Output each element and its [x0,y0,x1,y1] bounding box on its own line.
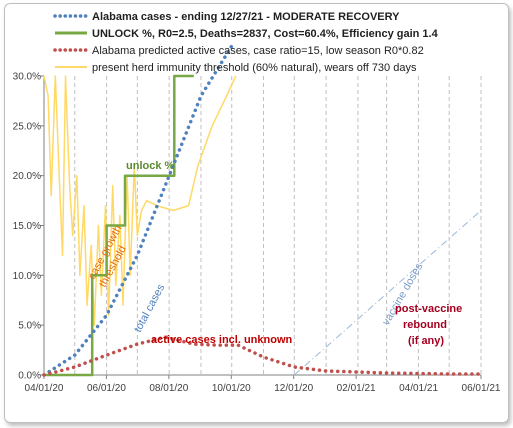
x-tick-label: 04/01/20 [25,383,64,394]
chart-svg: 0.0% 5.0% 10.0% 15.0% 20.0% 25.0% 30.0% 04/01/2… [13,11,501,395]
x-tick-label: 04/01/21 [399,383,438,394]
y-tick-label: 25.0% [13,121,41,132]
series-line-4 [293,210,482,376]
x-tick-label: 10/01/20 [212,383,251,394]
tick-labels: 0.0% 5.0% 10.0% 15.0% 20.0% 25.0% 30.0% 04/01/2… [13,72,501,395]
y-tick-label: 10.0% [13,271,41,282]
series-line-2 [42,335,483,377]
y-tick-label: 20.0% [13,171,41,182]
annotation-label: active cases incl. unknown [151,334,293,346]
series-line-0 [42,44,234,377]
x-tick-label: 06/01/20 [87,383,126,394]
y-tick-label: 5.0% [18,321,41,332]
annotation-label: (if any) [408,335,444,347]
series-line-1 [44,74,194,377]
legend-entry: present herd immunity threshold (60% nat… [92,62,417,74]
legend: Alabama cases - ending 12/27/21 - MODERA… [53,11,439,74]
x-tick-label: 02/01/21 [337,383,376,394]
annotation-label: rebound [403,319,447,331]
x-tick-label: 12/01/20 [274,383,313,394]
axes [40,75,482,379]
y-tick-label: 30.0% [13,72,41,83]
series [42,44,483,377]
chart-frame: 0.0% 5.0% 10.0% 15.0% 20.0% 25.0% 30.0% 04/01/2… [4,3,509,423]
annotation-label: post-vaccine [395,303,462,315]
y-tick-label: 15.0% [13,221,41,232]
legend-entry: Alabama predicted active cases, case rat… [92,45,424,57]
x-tick-label: 08/01/20 [149,383,188,394]
series-line-3 [43,75,237,326]
y-tick-label: 0.0% [18,371,41,382]
legend-entry: Alabama cases - ending 12/27/21 - MODERA… [92,11,400,23]
legend-entry: UNLOCK %, R0=2.5, Deaths=2837, Cost=60.4… [92,28,439,40]
x-tick-label: 06/01/21 [462,383,501,394]
annotation-label: unlock % [126,160,175,172]
